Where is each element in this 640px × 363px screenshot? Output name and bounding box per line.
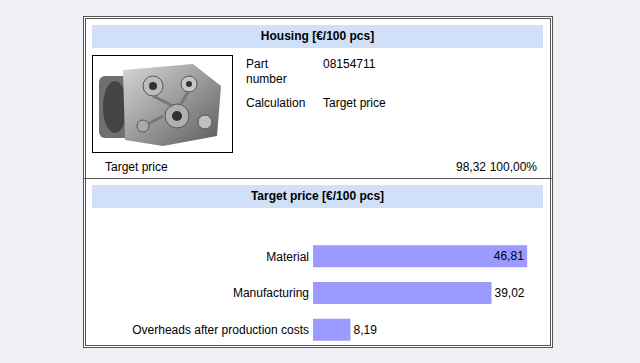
html-text:Target price: Target price [323,96,386,110]
svg-text:Manufacturing: Manufacturing [233,286,309,300]
html-text:Target price: Target price [105,160,168,174]
svg-text:Material: Material [266,250,309,264]
html-text:Part number: Part number [246,57,287,86]
html-text:Housing [€/100 pcs]: Housing [€/100 pcs] [260,29,375,43]
html-text:08154711: 08154711 [323,57,376,71]
html-text:Target price [€/100 pcs]: Target price [€/100 pcs] [250,189,385,203]
svg-text:Overheads after production cos: Overheads after production costs [132,323,309,337]
html-text:Calculation: Calculation [246,96,306,110]
svg-text:8,19: 8,19 [353,323,377,337]
svg-text:39,02: 39,02 [495,286,525,300]
svg-text:46,81: 46,81 [494,249,524,263]
html-text:98,32 100,00%: 98,32 100,00% [456,160,537,174]
